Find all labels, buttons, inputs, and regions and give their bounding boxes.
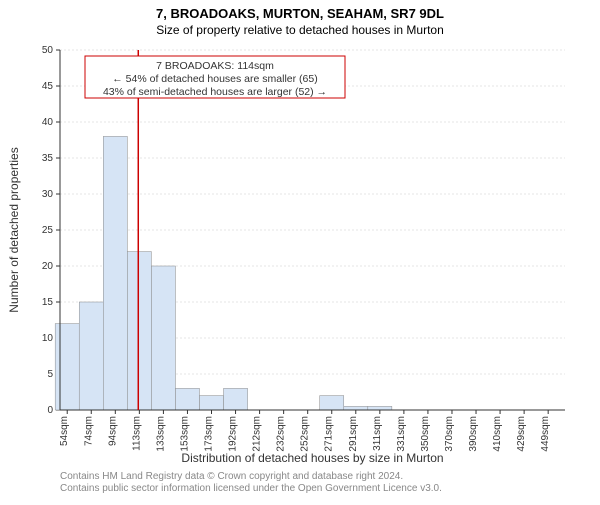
histogram-bar [224, 388, 248, 410]
x-tick-label: 370sqm [444, 416, 455, 452]
y-tick-label: 35 [42, 153, 54, 164]
histogram-bar [151, 266, 175, 410]
histogram-bar [175, 388, 199, 410]
histogram-chart: 0 5 10 15 20 25 30 35 40 45 50 54sqm 74sqm 94sqm 113sq… [0, 0, 600, 500]
annotation-line: ← 54% of detached houses are smaller (65… [112, 73, 317, 85]
x-tick-label: 291sqm [348, 416, 359, 452]
x-tick-label: 212sqm [252, 416, 263, 452]
x-tick-label: 153sqm [179, 416, 190, 452]
x-tick-label: 133sqm [155, 416, 166, 452]
x-axis-label: Distribution of detached houses by size … [181, 451, 443, 465]
chart-title-main: 7, BROADOAKS, MURTON, SEAHAM, SR7 9DL [0, 6, 600, 21]
y-tick-label: 50 [42, 45, 54, 56]
chart-title-sub: Size of property relative to detached ho… [0, 23, 600, 37]
x-tick-label: 429sqm [516, 416, 527, 452]
histogram-bar [103, 136, 127, 410]
y-tick-label: 30 [42, 189, 54, 200]
annotation-line: 7 BROADOAKS: 114sqm [156, 60, 274, 72]
footer-line-1: Contains HM Land Registry data © Crown c… [60, 471, 403, 482]
histogram-bar [320, 396, 344, 410]
y-tick-label: 0 [47, 405, 53, 416]
histogram-bar [368, 406, 392, 410]
y-tick-label: 25 [42, 225, 54, 236]
x-tick-label: 94sqm [107, 416, 118, 446]
chart-container: 7, BROADOAKS, MURTON, SEAHAM, SR7 9DL Si… [0, 0, 600, 500]
x-tick-label: 192sqm [228, 416, 239, 452]
x-tick-label: 449sqm [540, 416, 551, 452]
x-tick-label: 271sqm [324, 416, 335, 452]
x-tick-label: 173sqm [204, 416, 215, 452]
footer-line-2: Contains public sector information licen… [60, 483, 442, 494]
x-tick-label: 390sqm [468, 416, 479, 452]
y-tick-label: 15 [42, 297, 54, 308]
x-tick-label: 113sqm [131, 416, 142, 451]
y-tick-label: 10 [42, 333, 54, 344]
x-tick-label: 54sqm [59, 416, 70, 446]
x-tick-label: 311sqm [372, 416, 383, 451]
x-tick-label: 410sqm [492, 416, 503, 452]
x-tick-label: 74sqm [83, 416, 94, 446]
y-tick-label: 45 [42, 81, 54, 92]
x-tick-label: 252sqm [300, 416, 311, 452]
y-tick-label: 40 [42, 117, 54, 128]
histogram-bar [199, 396, 223, 410]
y-axis-label: Number of detached properties [7, 147, 21, 312]
x-tick-label: 350sqm [420, 416, 431, 452]
y-tick-label: 20 [42, 261, 54, 272]
x-tick-label: 232sqm [276, 416, 287, 452]
histogram-bar [79, 302, 103, 410]
y-tick-label: 5 [47, 369, 53, 380]
histogram-bar [127, 252, 151, 410]
histogram-bar [344, 406, 368, 410]
x-tick-label: 331sqm [396, 416, 407, 452]
histogram-bar [55, 324, 79, 410]
annotation-line: 43% of semi-detached houses are larger (… [103, 86, 327, 98]
